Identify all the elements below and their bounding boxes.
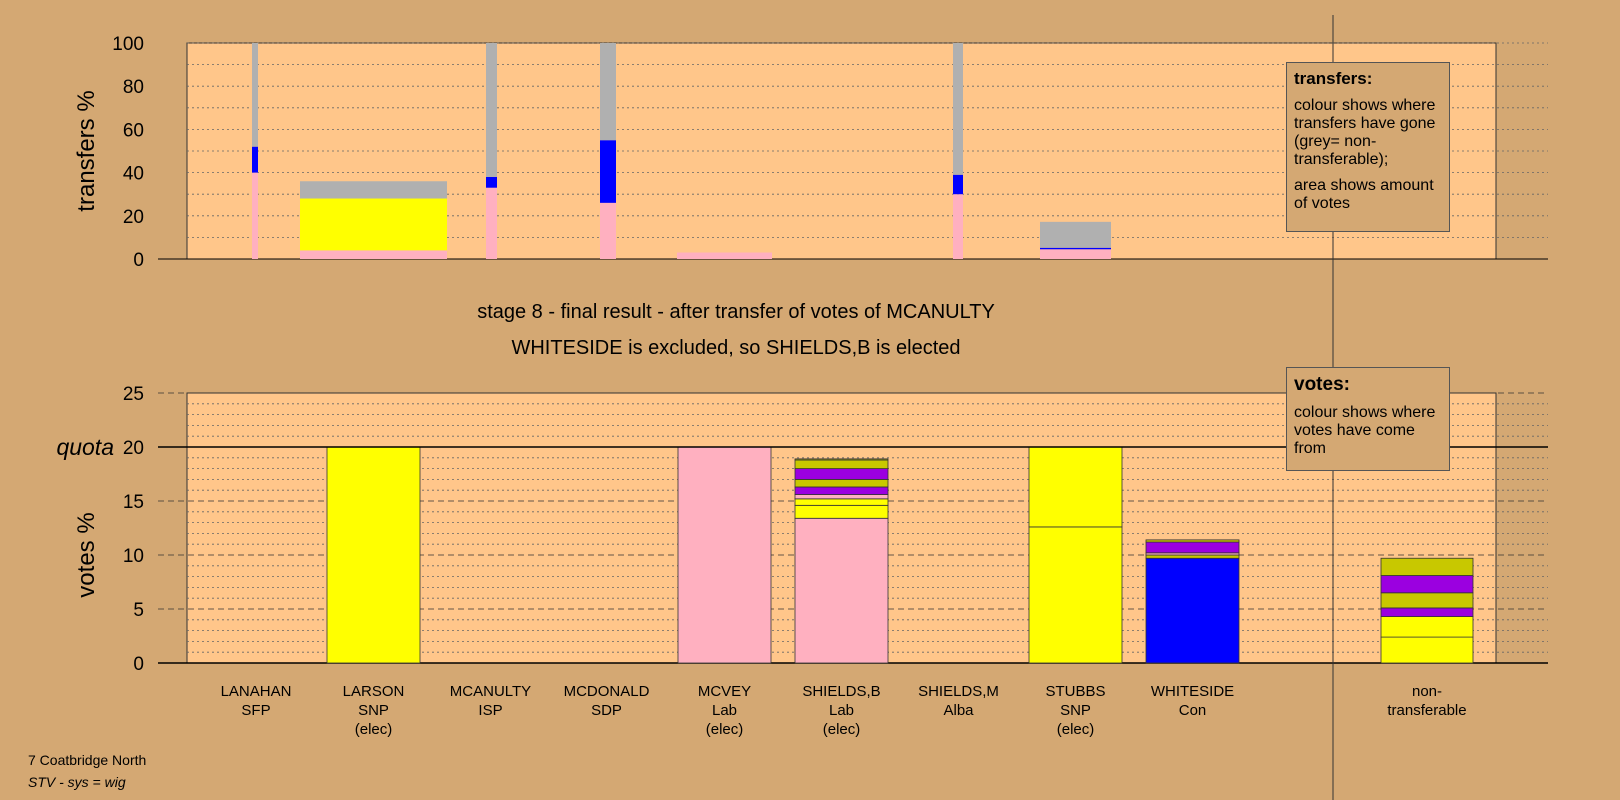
candidate-status-mcvey: (elec) xyxy=(706,721,744,738)
stage-title: stage 8 - final result - after transfer … xyxy=(477,301,995,323)
candidate-name-larson: LARSON xyxy=(343,683,405,700)
transfer-bar-mcvey-seg-0 xyxy=(677,252,772,259)
vote-bar-shields-b-seg-5 xyxy=(794,478,889,488)
vote-bar-stubbs-seg-0 xyxy=(1028,526,1123,664)
vote-bar-mcvey-seg-0 xyxy=(677,446,772,664)
candidate-name-lanahan: LANAHAN xyxy=(221,683,292,700)
transfer-bar-mcanulty-seg-0 xyxy=(486,187,497,259)
transfers-tick-label-0: 0 xyxy=(133,250,144,271)
vote-bar-whiteside-seg-3 xyxy=(1145,541,1240,554)
transfer-bar-shields-m-seg-0 xyxy=(953,194,963,259)
transfers-legend: transfers: colour shows where transfers … xyxy=(1286,62,1450,232)
votes-tick-label-10: 10 xyxy=(123,546,144,567)
vote-bar-shields-b-seg-1 xyxy=(794,504,889,519)
votes-tick-label-5: 5 xyxy=(133,600,144,621)
transfers-legend-line-1: colour shows where transfers have gone (… xyxy=(1294,97,1436,168)
votes-tick-label-20: 20 xyxy=(123,438,144,459)
candidate-name-whiteside: WHITESIDE xyxy=(1151,683,1234,700)
vote-bar-stubbs-seg-1 xyxy=(1028,446,1123,528)
votes-legend-title: votes: xyxy=(1294,374,1350,395)
vote-bar-shields-b-seg-2 xyxy=(794,498,889,506)
candidate-name-mcanulty: MCANULTY xyxy=(450,683,531,700)
votes-legend-line-1: colour shows where votes have come from xyxy=(1294,404,1436,457)
candidate-party-lanahan: SFP xyxy=(241,702,270,719)
transfer-bar-lanahan-seg-2 xyxy=(252,43,258,147)
vote-bar-shields-b-seg-6 xyxy=(794,468,889,480)
transfer-bar-mcdonald-seg-0 xyxy=(600,202,616,259)
candidate-party-larson: SNP xyxy=(358,702,389,719)
vote-bar-shields-b-seg-8 xyxy=(794,458,889,461)
transfer-bar-larson-seg-0 xyxy=(300,250,447,259)
candidate-name-mcvey: MCVEY xyxy=(698,683,751,700)
transfer-bar-lanahan-seg-0 xyxy=(252,172,258,259)
vote-bar-shields-b-seg-0 xyxy=(794,517,889,664)
votes-tick-label-15: 15 xyxy=(123,492,144,513)
candidate-status-larson: (elec) xyxy=(355,721,393,738)
candidate-party-mcvey: Lab xyxy=(712,702,737,719)
system-label: STV - sys = wig xyxy=(28,774,126,790)
candidate-party-shields-m: Alba xyxy=(943,702,974,719)
candidate-party-whiteside: Con xyxy=(1179,702,1207,719)
candidate-name-shields-b: SHIELDS,B xyxy=(802,683,880,700)
transfers-legend-title: transfers: xyxy=(1294,69,1373,88)
transfer-bar-larson-seg-1 xyxy=(300,198,447,251)
vote-bar-whiteside-seg-4 xyxy=(1145,539,1240,543)
candidate-name-mcdonald: MCDONALD xyxy=(564,683,650,700)
candidate-status-stubbs: (elec) xyxy=(1057,721,1095,738)
vote-bar-shields-b-seg-4 xyxy=(794,486,889,495)
vote-bar-non-seg-3 xyxy=(1380,592,1474,609)
candidate-party-non: transferable xyxy=(1387,702,1466,719)
transfer-bar-mcdonald-seg-2 xyxy=(600,43,616,141)
vote-bar-larson-seg-0 xyxy=(326,446,421,664)
candidate-name-shields-m: SHIELDS,M xyxy=(918,683,999,700)
transfer-bar-lanahan-seg-1 xyxy=(252,146,258,173)
vote-bar-non-seg-5 xyxy=(1380,557,1474,576)
candidate-party-shields-b: Lab xyxy=(829,702,854,719)
vote-bar-non-seg-0 xyxy=(1380,636,1474,664)
stage-subtitle: WHITESIDE is excluded, so SHIELDS,B is e… xyxy=(511,337,960,359)
vote-bar-non-seg-2 xyxy=(1380,607,1474,617)
transfers-y-axis-label: transfers % xyxy=(73,90,100,211)
votes-y-axis-label: votes % xyxy=(73,512,100,597)
votes-tick-label-0: 0 xyxy=(133,654,144,675)
transfer-bar-stubbs-seg-1 xyxy=(1040,247,1111,250)
transfers-tick-label-80: 80 xyxy=(123,77,144,98)
vote-bar-shields-b-seg-7 xyxy=(794,459,889,469)
transfer-bar-shields-m-seg-2 xyxy=(953,43,963,175)
transfers-tick-label-20: 20 xyxy=(123,207,144,228)
vote-bar-whiteside-seg-0 xyxy=(1145,557,1240,664)
candidate-party-stubbs: SNP xyxy=(1060,702,1091,719)
candidate-name-non: non- xyxy=(1412,683,1442,700)
candidate-status-shields-b: (elec) xyxy=(823,721,861,738)
quota-label: quota xyxy=(56,434,114,460)
candidate-party-mcanulty: ISP xyxy=(478,702,502,719)
transfer-bar-mcanulty-seg-1 xyxy=(486,176,497,188)
transfers-legend-line-2: area shows amount of votes xyxy=(1294,177,1434,212)
transfer-bar-larson-seg-2 xyxy=(300,181,447,199)
constituency-label: 7 Coatbridge North xyxy=(28,752,147,768)
vote-bar-non-seg-4 xyxy=(1380,575,1474,594)
transfer-bar-mcdonald-seg-1 xyxy=(600,140,616,203)
votes-legend: votes: colour shows where votes have com… xyxy=(1286,367,1450,471)
transfers-tick-label-60: 60 xyxy=(123,120,144,141)
transfer-bar-shields-m-seg-1 xyxy=(953,174,963,195)
transfer-bar-stubbs-seg-2 xyxy=(1040,221,1111,248)
transfers-tick-label-40: 40 xyxy=(123,164,144,185)
transfers-tick-label-100: 100 xyxy=(112,34,144,55)
vote-bar-shields-b-seg-3 xyxy=(794,494,889,500)
candidate-party-mcdonald: SDP xyxy=(591,702,622,719)
transfer-bar-mcanulty-seg-2 xyxy=(486,43,497,177)
vote-bar-non-seg-1 xyxy=(1380,616,1474,638)
vote-bar-whiteside-seg-1 xyxy=(1145,554,1240,559)
candidate-name-stubbs: STUBBS xyxy=(1045,683,1105,700)
votes-tick-label-25: 25 xyxy=(123,384,144,405)
transfer-bar-stubbs-seg-0 xyxy=(1040,249,1111,259)
